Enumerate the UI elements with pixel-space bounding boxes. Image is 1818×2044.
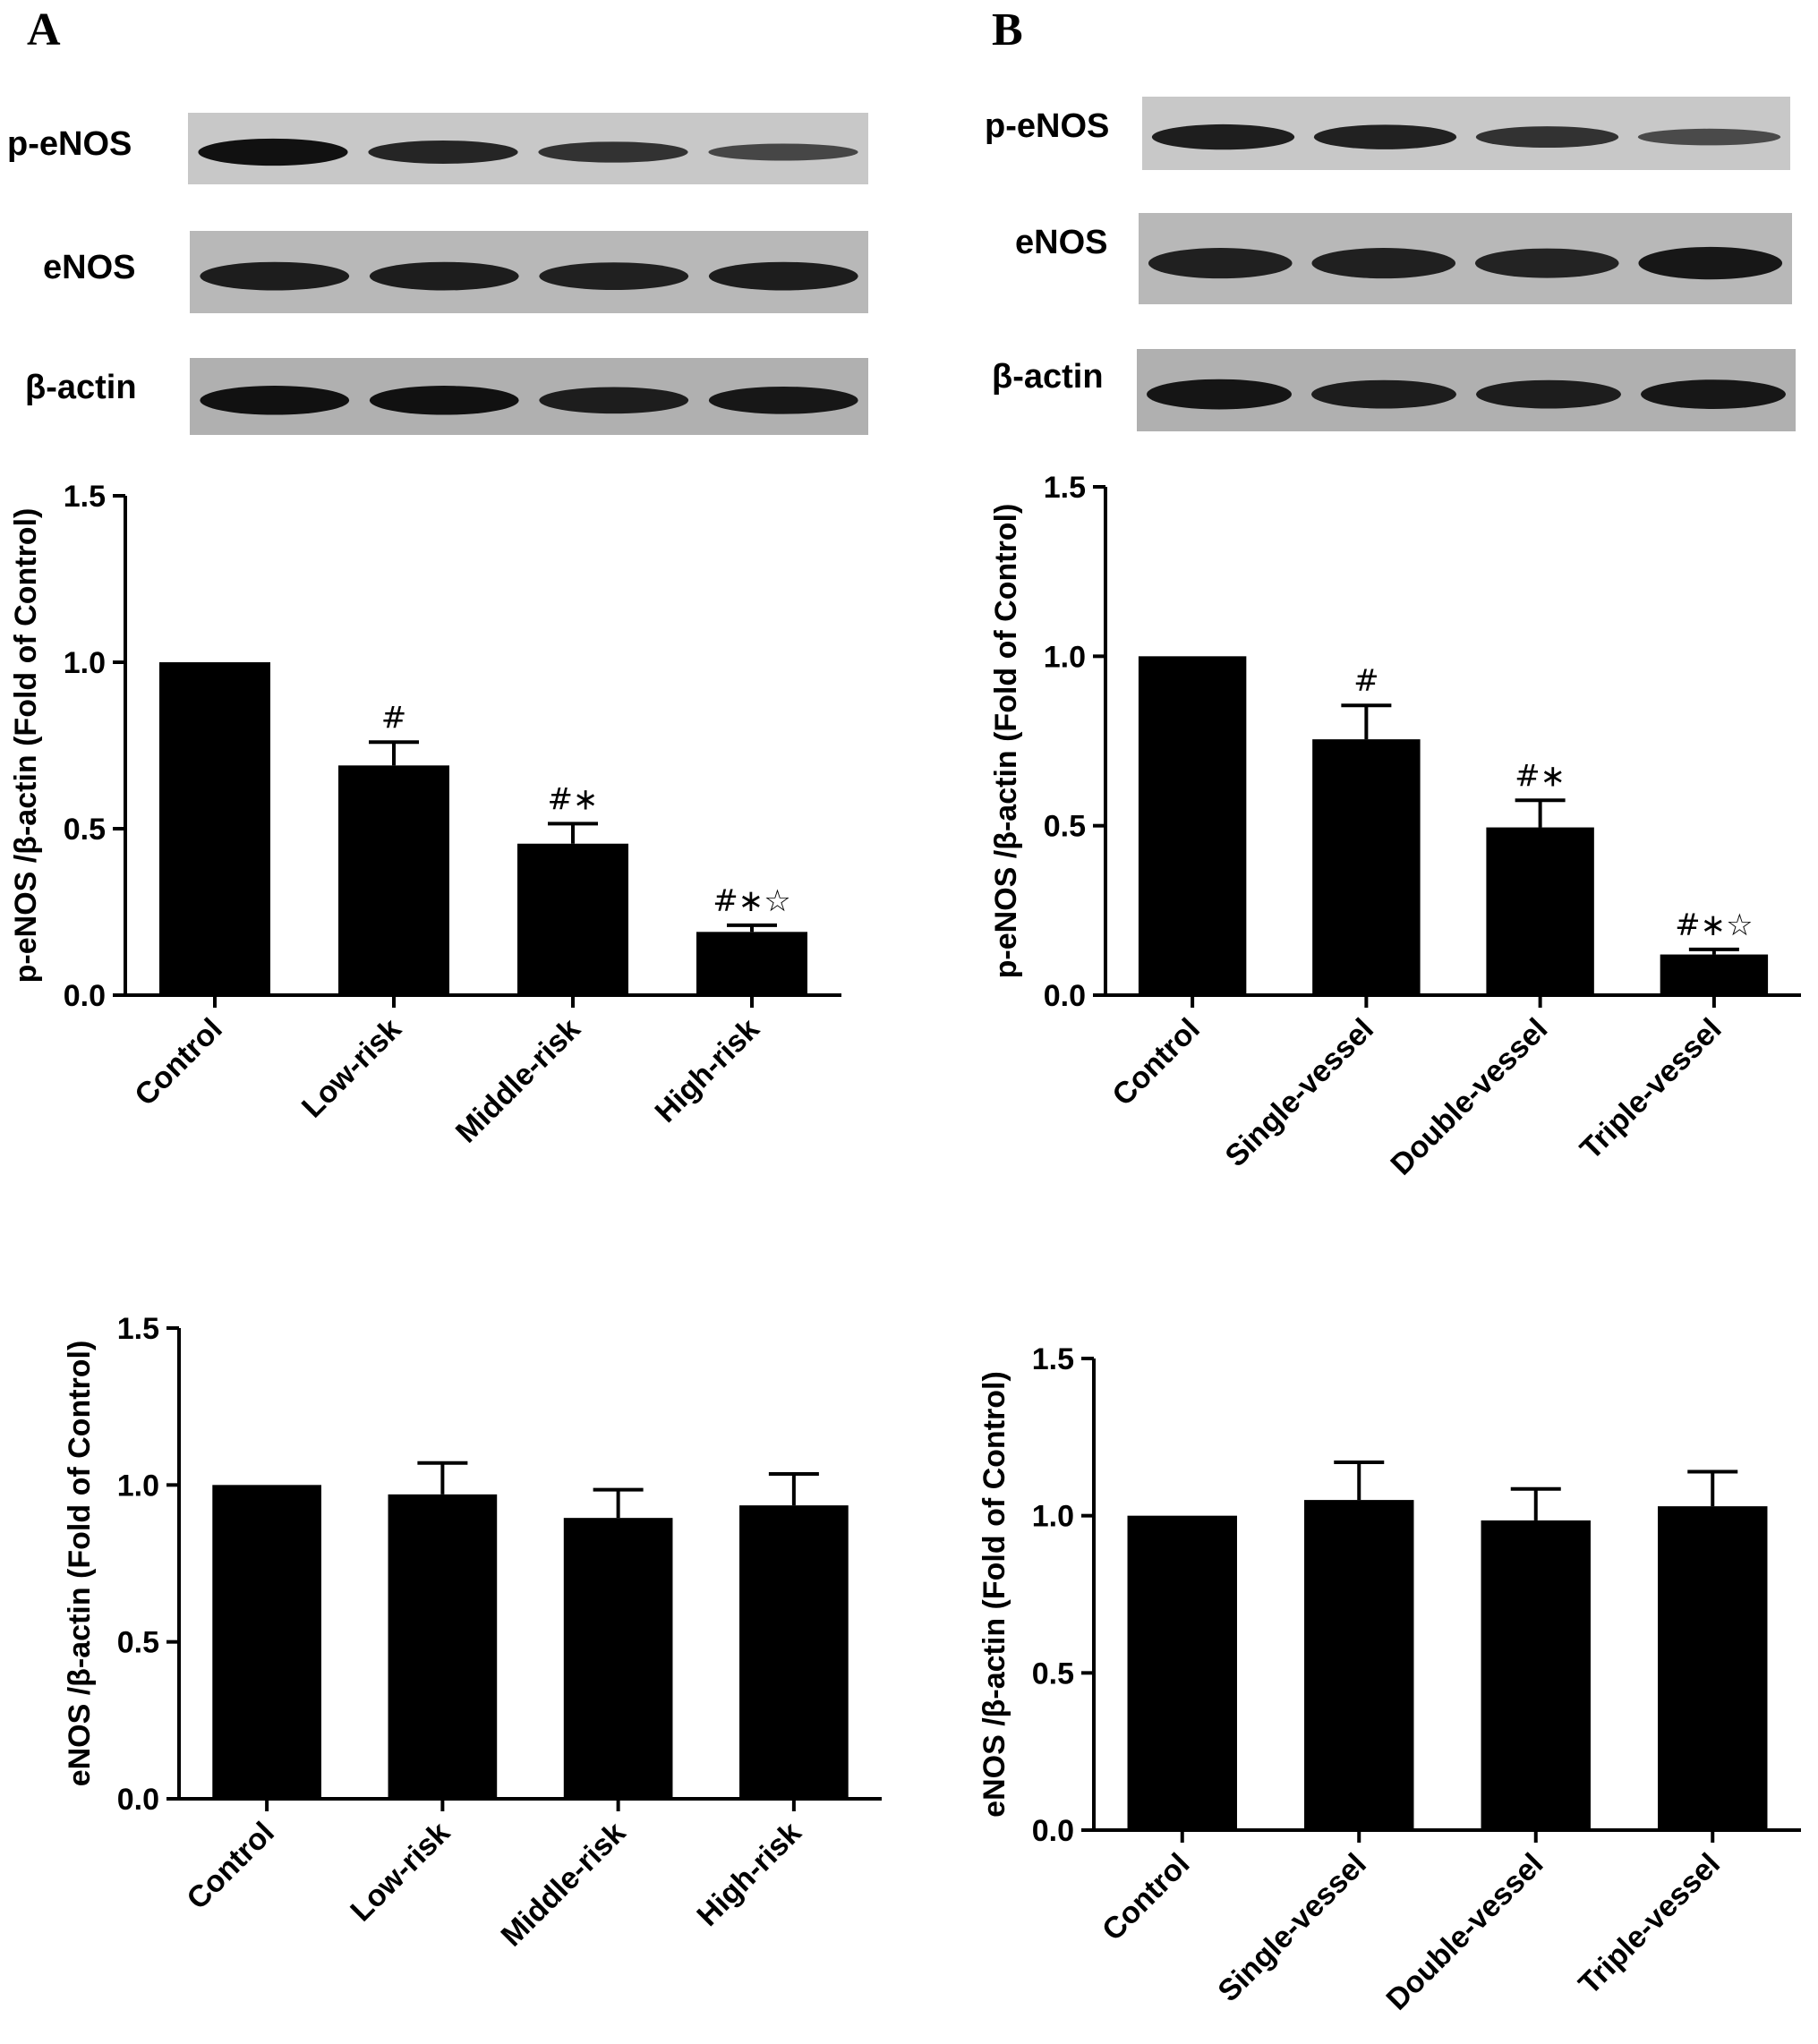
bar <box>388 1494 498 1799</box>
x-tick-label: Single-vessel <box>1211 1847 1373 2009</box>
bar <box>1127 1515 1237 1830</box>
y-tick-label: 1.5 <box>1044 471 1086 505</box>
blot-strip-a-eNOS <box>190 231 868 313</box>
blot-label-b-peNOS: p-eNOS <box>985 107 1110 145</box>
blot-band <box>200 261 350 291</box>
y-tick-label: 0.5 <box>117 1626 159 1660</box>
bar <box>739 1505 849 1799</box>
blot-band <box>198 138 348 166</box>
blot-band <box>1147 379 1292 410</box>
blot-band <box>1476 379 1621 409</box>
bar <box>1312 739 1421 995</box>
panel-label-a: A <box>27 4 61 55</box>
y-axis-label: p-eNOS /β-actin (Fold of Control) <box>989 504 1023 979</box>
blot-band <box>1311 379 1456 409</box>
y-tick-label: 1.0 <box>1044 640 1086 674</box>
blot-band <box>1311 248 1456 279</box>
significance-marker: #∗ <box>548 781 599 817</box>
blot-label-a-eNOS: eNOS <box>43 249 136 286</box>
blot-band <box>539 262 689 291</box>
blot-band <box>708 261 858 291</box>
blot-label-a-peNOS: p-eNOS <box>7 125 132 163</box>
panel-label-b: B <box>992 4 1023 55</box>
significance-marker: # <box>1353 663 1379 699</box>
bar <box>1486 827 1594 995</box>
bar <box>338 765 449 995</box>
y-tick-label: 0.0 <box>1032 1814 1074 1848</box>
bar <box>1481 1520 1591 1830</box>
x-tick-label: Double-vessel <box>1380 1847 1550 2017</box>
blot-band <box>539 387 689 414</box>
significance-marker: #∗ <box>1515 758 1566 794</box>
blot-band <box>1313 124 1457 149</box>
chart-a-eNOS: 0.0 0.5 1.0 1.5 eNOS /β-actin (Fold of Contr… <box>63 1312 882 1954</box>
blot-strip-b-peNOS <box>1142 97 1790 170</box>
bar <box>1138 656 1247 995</box>
bar <box>1304 1500 1414 1830</box>
bar <box>563 1518 673 1799</box>
significance-marker: #∗☆ <box>713 883 790 919</box>
y-tick-label: 1.5 <box>117 1312 159 1346</box>
y-axis-label: eNOS /β-actin (Fold of Control) <box>977 1371 1011 1818</box>
y-tick-label: 0.5 <box>1032 1656 1074 1691</box>
y-tick-label: 0.0 <box>64 979 106 1013</box>
significance-marker: #∗☆ <box>1675 907 1753 943</box>
y-tick-label: 1.5 <box>64 480 106 514</box>
blot-band <box>538 141 688 163</box>
y-axis-label: p-eNOS /β-actin (Fold of Control) <box>9 508 43 984</box>
blot-band <box>1475 126 1619 149</box>
y-tick-label: 0.0 <box>117 1783 159 1817</box>
bar <box>517 843 628 995</box>
y-tick-label: 1.0 <box>1032 1500 1074 1534</box>
blot-band <box>708 386 858 414</box>
blot-strip-b-eNOS <box>1139 213 1792 304</box>
blot-band <box>368 141 518 164</box>
blot-band <box>1637 128 1781 146</box>
blot-band <box>1151 123 1295 150</box>
y-tick-label: 1.0 <box>117 1469 159 1503</box>
blot-band <box>1474 248 1619 278</box>
y-tick-label: 0.5 <box>64 813 106 847</box>
blot-band <box>1148 248 1293 279</box>
x-tick-label: Triple-vessel <box>1572 1847 1727 2002</box>
bar <box>159 662 270 995</box>
blot-band <box>200 386 350 415</box>
y-tick-label: 1.0 <box>64 646 106 680</box>
blot-band <box>708 143 858 161</box>
blot-band <box>1638 246 1783 280</box>
x-tick-label: Control <box>1096 1847 1196 1947</box>
y-axis-label: eNOS /β-actin (Fold of Control) <box>63 1341 97 1787</box>
blot-band <box>1641 379 1786 409</box>
blot-strip-a-actin <box>190 358 868 435</box>
bar <box>696 932 807 995</box>
blot-strip-a-peNOS <box>188 113 868 184</box>
y-tick-label: 0.0 <box>1044 979 1086 1013</box>
blot-label-a-actin: β-actin <box>25 369 137 406</box>
chart-b-peNOS: 0.0 0.5 1.0 1.5 p-eNOS /β-actin (Fold of Con… <box>989 471 1801 1182</box>
blot-label-b-eNOS: eNOS <box>1015 224 1108 261</box>
blot-band <box>369 261 519 291</box>
y-tick-label: 1.5 <box>1032 1342 1074 1376</box>
blot-label-b-actin: β-actin <box>992 358 1104 396</box>
bar <box>1658 1506 1768 1830</box>
chart-a-peNOS: 0.0 0.5 1.0 1.5 p-eNOS /β-actin (Fold of Con… <box>9 480 841 1150</box>
blot-band <box>369 386 519 415</box>
bar <box>212 1485 321 1799</box>
y-tick-label: 0.5 <box>1044 810 1086 844</box>
significance-marker: # <box>381 700 407 736</box>
blot-strip-b-actin <box>1137 349 1796 431</box>
bar <box>1660 954 1769 995</box>
